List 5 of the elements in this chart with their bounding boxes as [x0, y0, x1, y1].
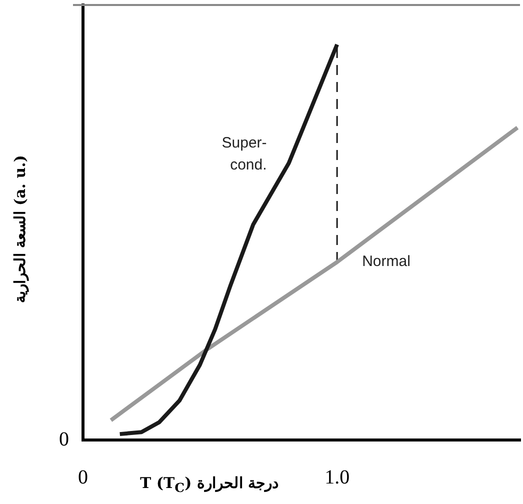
text: 0	[59, 428, 69, 450]
series-label: Super- cond.	[222, 134, 267, 174]
series-label: Normal	[362, 253, 410, 270]
y-axis-title: السعة الحرارية (a. u.)	[11, 154, 29, 305]
x-tick-label: 1.0	[324, 466, 350, 488]
